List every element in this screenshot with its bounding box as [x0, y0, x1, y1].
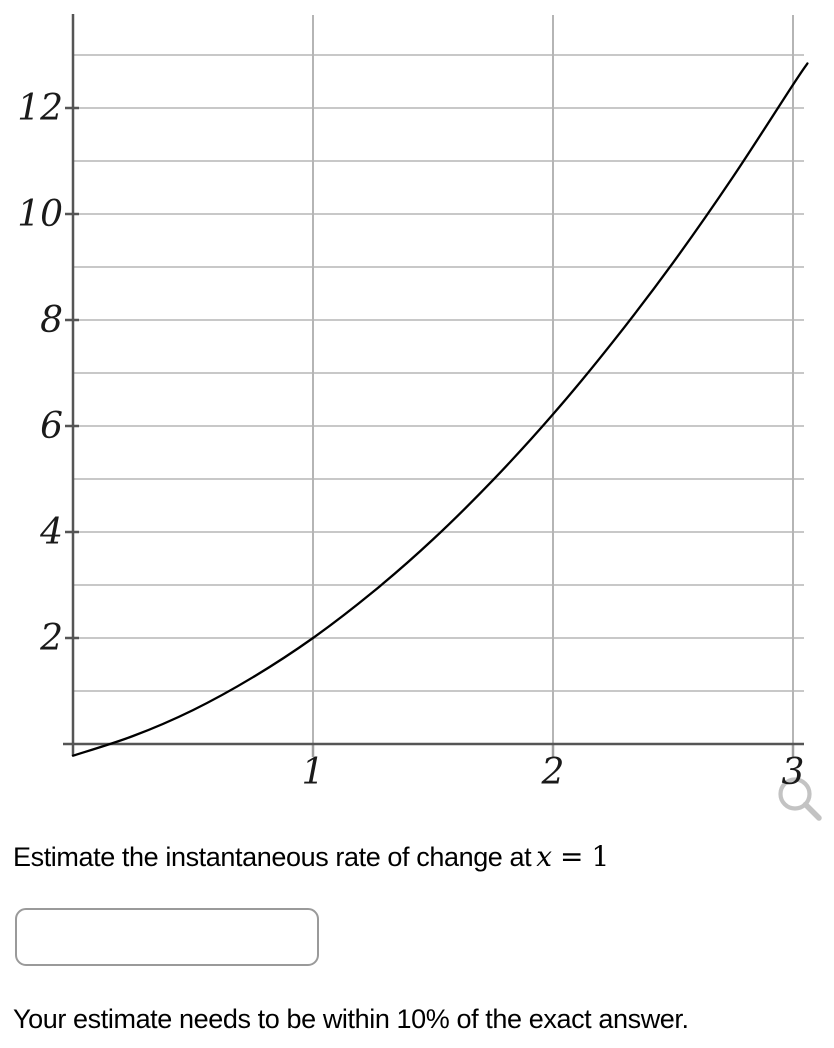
question-text: Estimate the instantaneous rate of chang… [13, 840, 813, 874]
math-variable: x [536, 840, 553, 873]
tolerance-note: Your estimate needs to be within 10% of … [13, 1004, 689, 1034]
y-tick-label: 4 [39, 512, 63, 553]
answer-input[interactable] [15, 908, 319, 966]
zoom-icon[interactable] [778, 777, 812, 811]
math-value: 1 [591, 840, 610, 873]
y-tick-label: 10 [17, 194, 63, 235]
y-tick-label: 2 [39, 618, 63, 659]
x-tick-label: 1 [302, 752, 325, 793]
x-tick-label: 3 [782, 752, 805, 793]
function-graph: 2 4 6 8 10 12 1 2 3 [17, 14, 822, 821]
y-tick-label: 6 [40, 406, 63, 447]
y-tick-label: 8 [40, 300, 63, 341]
x-tick-label: 2 [541, 752, 565, 793]
zoom-icon-handle [802, 801, 822, 821]
math-relation: = [560, 840, 584, 873]
function-curve [71, 62, 809, 757]
question-prefix: Estimate the instantaneous rate of chang… [13, 842, 532, 872]
y-tick-label: 12 [17, 88, 63, 129]
